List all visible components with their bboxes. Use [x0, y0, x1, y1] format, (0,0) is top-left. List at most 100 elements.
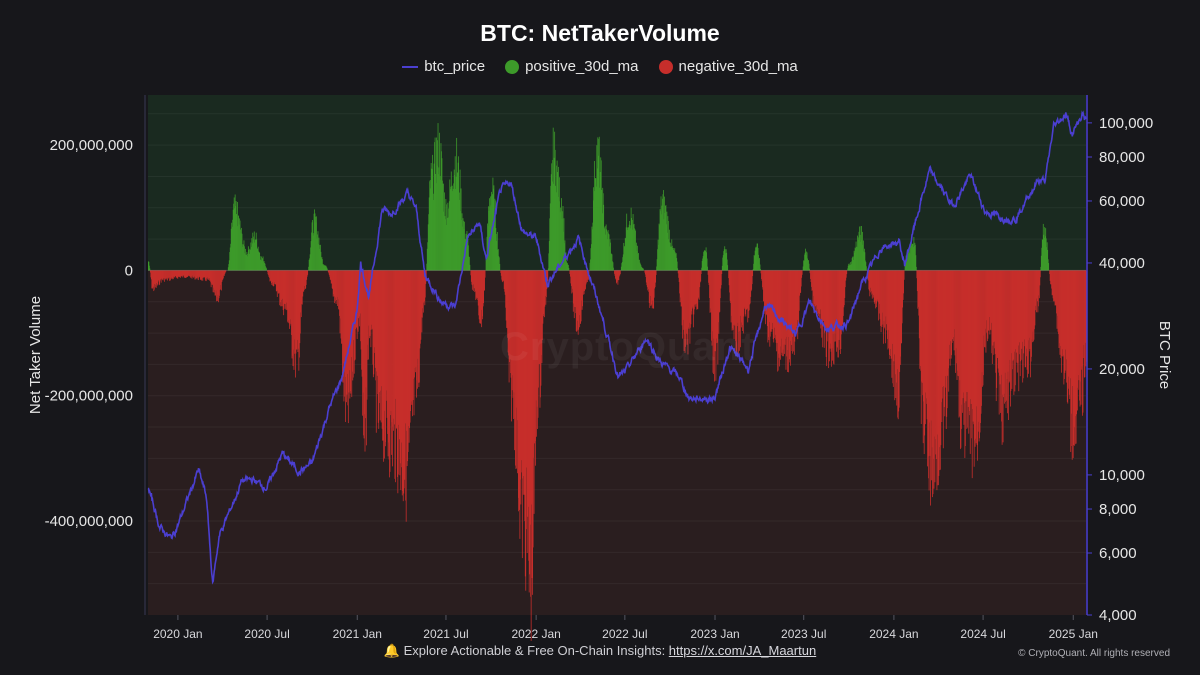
negative-bar — [1055, 270, 1056, 306]
positive-bar — [446, 224, 448, 271]
negative-bar — [1012, 270, 1014, 360]
positive-bar — [467, 234, 468, 271]
negative-bar — [472, 270, 474, 292]
positive-bar — [1046, 242, 1048, 271]
negative-bar — [794, 270, 796, 333]
negative-bar — [582, 270, 583, 307]
negative-bar — [174, 270, 176, 277]
legend-item-btc-price[interactable]: btc_price — [402, 58, 485, 75]
negative-bar — [281, 270, 283, 300]
negative-bar — [335, 270, 336, 298]
negative-bar — [203, 270, 205, 278]
positive-bar — [598, 155, 600, 271]
negative-bar — [515, 270, 517, 469]
negative-bar — [615, 270, 616, 279]
negative-bar — [884, 270, 886, 329]
negative-bar — [734, 270, 735, 325]
footer-link[interactable]: https://x.com/JA_Maartun — [668, 643, 817, 658]
negative-bar — [962, 270, 963, 413]
positive-bar — [255, 239, 257, 271]
positive-bar — [468, 256, 470, 271]
negative-bar — [199, 270, 201, 280]
positive-bar — [555, 192, 557, 271]
negative-bar — [269, 270, 271, 282]
negative-bar — [268, 270, 269, 276]
legend-item-positive[interactable]: positive_30d_ma — [505, 58, 639, 75]
negative-bar — [747, 270, 749, 312]
negative-bar — [167, 270, 169, 279]
negative-bar — [617, 270, 619, 281]
positive-bar — [722, 255, 724, 271]
positive-bar — [664, 212, 666, 271]
positive-bar — [261, 256, 262, 271]
positive-bar — [499, 263, 501, 271]
negative-bar — [410, 270, 412, 405]
negative-bar — [470, 270, 472, 282]
positive-bar — [549, 218, 551, 271]
positive-bar — [722, 257, 724, 271]
negative-bar — [937, 270, 938, 486]
negative-bar — [476, 270, 478, 298]
negative-bar — [1049, 270, 1051, 281]
negative-bar — [418, 270, 419, 383]
positive-bar — [863, 240, 864, 271]
negative-bar — [378, 270, 380, 429]
negative-bar — [992, 270, 994, 343]
negative-bar — [832, 270, 833, 361]
negative-bar — [354, 270, 356, 361]
negative-bar — [796, 270, 798, 328]
negative-bar — [473, 270, 475, 285]
positive-bar — [858, 239, 859, 271]
positive-bar — [253, 239, 255, 271]
negative-bar — [403, 270, 405, 494]
negative-bar — [965, 270, 967, 402]
negative-bar — [917, 270, 919, 307]
negative-bar — [1054, 270, 1055, 301]
negative-bar — [222, 270, 223, 281]
positive-bar — [439, 132, 440, 271]
negative-bar — [1033, 270, 1034, 342]
negative-bar — [295, 270, 296, 378]
negative-bar — [334, 270, 336, 302]
negative-bar — [336, 270, 338, 297]
negative-bar — [717, 270, 719, 365]
negative-bar — [1074, 270, 1076, 445]
positive-bar — [324, 265, 326, 271]
positive-bar — [803, 260, 805, 271]
negative-bar — [505, 270, 507, 308]
positive-bar — [864, 252, 866, 271]
negative-bar — [390, 270, 391, 416]
positive-bar — [705, 251, 706, 271]
negative-bar — [735, 270, 737, 354]
negative-bar — [978, 270, 979, 432]
negative-bar — [211, 270, 213, 284]
negative-bar — [970, 270, 972, 400]
negative-bar — [279, 270, 281, 306]
positive-bar — [603, 227, 605, 271]
positive-bar — [623, 246, 625, 271]
positive-bar — [595, 178, 597, 271]
positive-bar — [723, 249, 725, 271]
negative-bar — [741, 270, 743, 331]
positive-bar — [229, 247, 231, 271]
y-left-tick-label: -200,000,000 — [45, 388, 133, 405]
positive-bar — [454, 156, 456, 271]
negative-bar — [931, 270, 932, 481]
positive-bar — [318, 237, 320, 271]
negative-bar — [172, 270, 173, 278]
negative-bar — [814, 270, 815, 311]
negative-bar — [535, 270, 537, 401]
negative-bar — [1074, 270, 1076, 446]
positive-bar — [624, 237, 626, 271]
negative-bar — [934, 270, 936, 483]
negative-bar — [345, 270, 347, 377]
y-right-tick-label: 8,000 — [1099, 501, 1137, 518]
negative-bar — [1002, 270, 1003, 395]
negative-bar — [331, 270, 333, 284]
legend-item-negative[interactable]: negative_30d_ma — [658, 58, 798, 75]
positive-bar — [859, 226, 860, 271]
negative-bar — [920, 270, 922, 371]
negative-bar — [1030, 270, 1032, 362]
positive-bar — [457, 162, 459, 271]
negative-bar — [279, 270, 281, 303]
